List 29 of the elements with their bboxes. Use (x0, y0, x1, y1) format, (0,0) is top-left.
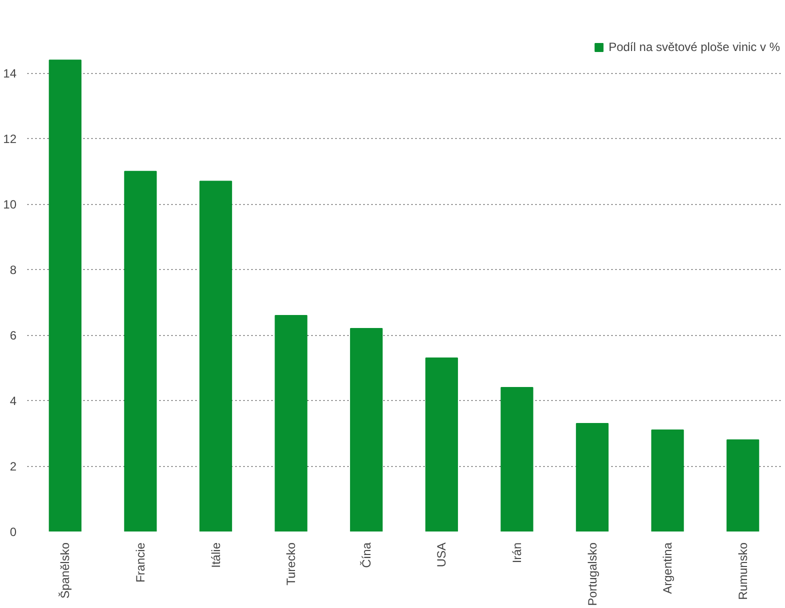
x-tick-label: Turecko (284, 542, 298, 586)
bar (425, 358, 458, 532)
x-tick-label: Irán (510, 542, 524, 564)
legend-label: Podíl na světové ploše vinic v % (608, 40, 780, 54)
x-tick-label: Španělsko (58, 542, 72, 599)
y-tick-label: 4 (10, 394, 17, 408)
bar (199, 180, 232, 532)
bar (274, 314, 308, 532)
x-tick-label: USA (434, 542, 449, 568)
y-tick-label: 6 (10, 328, 17, 343)
x-tick-label: Itálie (208, 542, 223, 568)
bar (500, 386, 534, 532)
y-tick-label: 8 (10, 263, 17, 278)
bar (48, 60, 82, 532)
x-tick-label: Argentina (660, 542, 675, 594)
bar (651, 430, 684, 532)
bar (350, 328, 383, 532)
y-tick-label: 2 (10, 460, 17, 474)
y-tick-label: 0 (10, 525, 17, 539)
x-tick-label: Čína (359, 542, 374, 568)
x-tick-label: Francie (133, 542, 148, 583)
x-tick-label: Rumunsko (736, 542, 750, 600)
x-tick-label: Portugalsko (585, 542, 600, 606)
bar (124, 170, 157, 532)
y-tick-label: 12 (3, 132, 17, 146)
bar (726, 439, 760, 532)
y-tick-label: 14 (3, 66, 17, 81)
bar (576, 422, 609, 532)
y-tick-label: 10 (3, 198, 17, 212)
